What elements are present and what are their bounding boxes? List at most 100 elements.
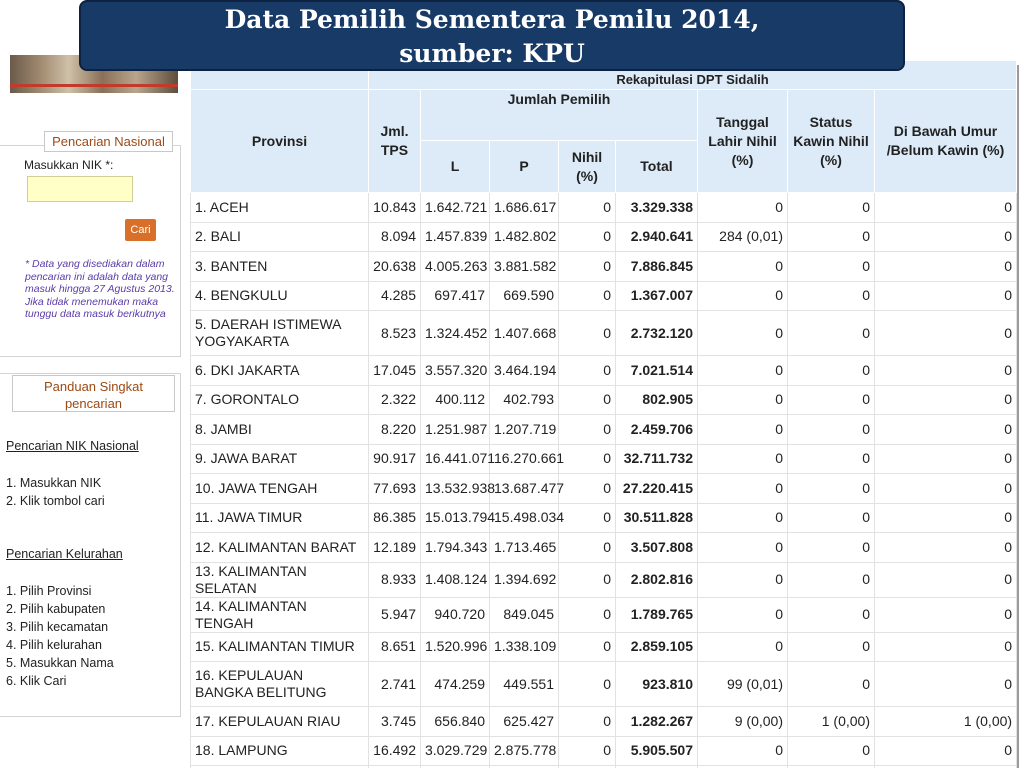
cell-l: 3.029.729: [420, 735, 490, 766]
sidebar: Pencarian Nasional Masukkan NIK *: Cari …: [0, 0, 186, 768]
cell-prov: 7. GORONTALO: [190, 384, 369, 415]
list-item: 1. Pilih Provinsi: [6, 584, 92, 598]
cell-nihil: 0: [558, 661, 616, 707]
cell-tps: 8.094: [368, 221, 421, 252]
table-row: 14. KALIMANTAN TENGAH 5.947 940.720 849.045…: [190, 596, 1018, 633]
cell-nihil: 0: [558, 631, 616, 662]
cell-umur: 0: [873, 661, 1018, 707]
cell-total: 2.802.816: [615, 561, 698, 598]
col-p: P: [489, 140, 559, 193]
table-row: 10. JAWA TENGAH 77.693 13.532.938 13.687.47…: [190, 473, 1018, 504]
cell-p: 1.338.109: [489, 631, 559, 662]
cell-p: 1.407.668: [489, 310, 559, 356]
cell-p: 1.713.465: [489, 532, 559, 563]
list-item: 2. Klik tombol cari: [6, 494, 105, 508]
col-l: L: [420, 140, 490, 193]
cell-nihil: 0: [558, 735, 616, 766]
cell-p: 3.881.582: [489, 251, 559, 282]
cell-nihil: 0: [558, 596, 616, 633]
panduan-label: Panduan Singkat pencarian: [12, 375, 175, 412]
cell-umur: 0: [873, 532, 1018, 563]
cell-tps: 12.189: [368, 532, 421, 563]
kelurahan-guide-heading[interactable]: Pencarian Kelurahan: [6, 547, 123, 561]
cell-umur: 0: [873, 473, 1018, 504]
cell-l: 1.251.987: [420, 414, 490, 445]
cell-umur: 0: [873, 384, 1018, 415]
col-provinsi: Provinsi: [190, 89, 369, 193]
cell-umur: 0: [873, 765, 1018, 768]
list-item: 4. Pilih kelurahan: [6, 638, 102, 652]
cell-tps: 10.843: [368, 192, 421, 223]
cell-prov: 13. KALIMANTAN SELATAN: [190, 561, 369, 598]
table-row: 13. KALIMANTAN SELATAN 8.933 1.408.124 1.39…: [190, 561, 1018, 598]
cell-tgl: 0: [697, 310, 788, 356]
cell-p: 1.394.692: [489, 561, 559, 598]
search-note: * Data yang disediakan dalam pencarian i…: [25, 258, 175, 321]
cell-p: 15.498.034: [489, 502, 564, 533]
cell-p: 1.482.802: [489, 221, 559, 252]
cari-button[interactable]: Cari: [125, 219, 156, 241]
list-item: 5. Masukkan Nama: [6, 656, 114, 670]
col-status-kawin: Status Kawin Nihil (%): [787, 89, 875, 193]
cell-l: 15.013.794: [420, 502, 495, 533]
cell-total: 923.810: [615, 661, 698, 707]
cell-tps: 20.638: [368, 251, 421, 282]
table-row: 7. GORONTALO 2.322 400.112 402.793 0 802.905 0…: [190, 384, 1018, 415]
cell-tgl: 0: [697, 192, 788, 223]
cell-tps: 90.917: [368, 443, 421, 474]
cell-total: 7.886.845: [615, 251, 698, 282]
cell-nihil: 0: [558, 706, 616, 737]
cell-p: 669.590: [489, 280, 559, 311]
banner-line1: Data Pemilih Sementera Pemilu 2014,: [224, 5, 760, 34]
cell-umur: 0: [873, 414, 1018, 445]
cell-umur: 0: [873, 502, 1018, 533]
cell-status: 0: [787, 280, 875, 311]
cell-p: 3.464.194: [489, 355, 559, 386]
cell-total: 5.905.507: [615, 735, 698, 766]
nik-guide-heading[interactable]: Pencarian NIK Nasional: [6, 439, 139, 453]
list-item: 2. Pilih kabupaten: [6, 602, 106, 616]
cell-p: 402.793: [489, 384, 559, 415]
cell-p: 1.686.617: [489, 192, 559, 223]
cell-prov: 9. JAWA BARAT: [190, 443, 369, 474]
cell-l: 400.112: [420, 384, 490, 415]
table-row: 2. BALI 8.094 1.457.839 1.482.802 0 2.940.641…: [190, 221, 1018, 252]
cell-status: 0: [787, 661, 875, 707]
cell-p: 849.045: [489, 596, 559, 633]
cell-status: 0: [787, 502, 875, 533]
cell-status: 0: [787, 251, 875, 282]
nik-guide-steps: 1. Masukkan NIK 2. Klik tombol cari: [6, 474, 105, 510]
table-row: 15. KALIMANTAN TIMUR 8.651 1.520.996 1.338.…: [190, 631, 1018, 662]
cell-status: 0: [787, 443, 875, 474]
cell-umur: 0: [873, 631, 1018, 662]
cell-p: 16.270.661: [489, 443, 564, 474]
cell-tgl: 0: [697, 355, 788, 386]
cell-tgl: 0: [697, 473, 788, 504]
table-row: 11. JAWA TIMUR 86.385 15.013.794 15.498.034…: [190, 502, 1018, 533]
cell-l: 3.557.320: [420, 355, 490, 386]
banner-line2: sumber: KPU: [399, 39, 585, 68]
cell-status: 0: [787, 596, 875, 633]
cell-status: 0: [787, 310, 875, 356]
cell-tgl: 0: [697, 384, 788, 415]
panduan-panel: [0, 373, 181, 717]
cell-total: 1.789.765: [615, 596, 698, 633]
cell-tps: 3.745: [368, 706, 421, 737]
cell-tps: 17.045: [368, 355, 421, 386]
cell-tgl: 0: [697, 735, 788, 766]
cell-nihil: 0: [558, 473, 616, 504]
cell-total: 2.459.706: [615, 414, 698, 445]
table-row: 4. BENGKULU 4.285 697.417 669.590 0 1.367.007…: [190, 280, 1018, 311]
cell-total: 2.732.120: [615, 310, 698, 356]
cell-prov: 14. KALIMANTAN TENGAH: [190, 596, 369, 633]
cell-prov: 6. DKI JAKARTA: [190, 355, 369, 386]
cell-tgl: 0: [697, 502, 788, 533]
nik-input[interactable]: [27, 176, 133, 202]
table-row: 16. KEPULAUAN BANGKA BELITUNG 2.741 474.25…: [190, 661, 1018, 707]
panduan-label-line2: pencarian: [64, 396, 123, 411]
cell-prov: 4. BENGKULU: [190, 280, 369, 311]
table-row: 19. MALUKU3.805586.526599.87401.186.4000…: [190, 765, 1018, 768]
cell-nihil: 0: [558, 192, 616, 223]
cell-total: 7.021.514: [615, 355, 698, 386]
col-nihil: Nihil (%): [558, 140, 616, 193]
